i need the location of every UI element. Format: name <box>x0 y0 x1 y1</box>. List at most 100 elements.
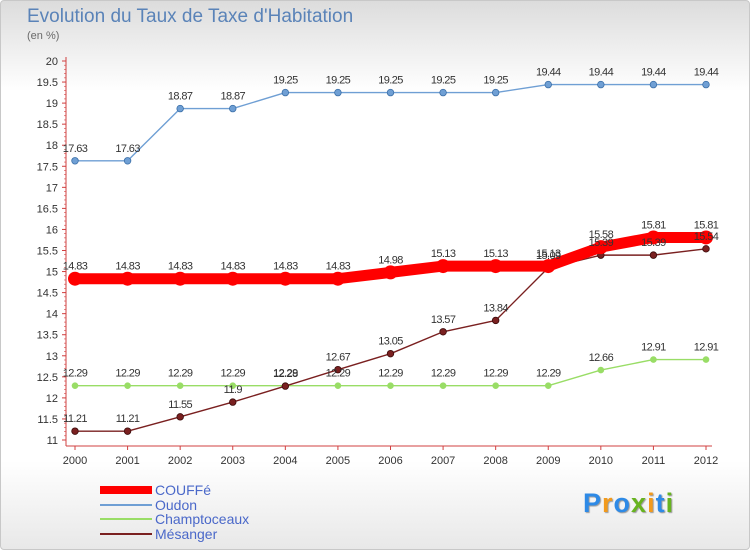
data-label: 14.83 <box>115 261 140 273</box>
data-label: 17.63 <box>63 143 88 155</box>
chart-unit-label: (en %) <box>27 30 60 42</box>
data-label: 18.87 <box>168 91 193 103</box>
y-tick-label: 12.5 <box>37 372 58 384</box>
data-label: 15.09 <box>536 250 561 262</box>
data-label: 19.25 <box>273 75 298 87</box>
proxiti-logo: Proxiti <box>583 488 674 519</box>
y-tick-label: 15 <box>46 267 58 279</box>
x-tick-label: 2008 <box>483 455 507 467</box>
data-point <box>229 382 237 389</box>
y-tick-label: 20 <box>46 56 58 68</box>
y-tick-label: 11 <box>47 435 58 447</box>
data-label: 19.25 <box>326 75 351 87</box>
data-point <box>702 80 710 89</box>
y-tick-label: 17.5 <box>37 161 58 173</box>
data-point <box>386 349 395 358</box>
data-label: 14.83 <box>273 261 298 273</box>
y-tick-label: 18 <box>46 140 58 152</box>
y-tick-label: 11.5 <box>37 414 58 426</box>
data-point <box>491 88 500 97</box>
data-label: 15.39 <box>641 237 666 249</box>
logo-letter: r <box>602 488 614 518</box>
data-label: 14.83 <box>220 261 245 273</box>
data-label: 11.21 <box>116 413 140 425</box>
x-tick-label: 2005 <box>326 455 350 467</box>
data-point <box>120 271 135 286</box>
data-point <box>71 427 79 435</box>
data-label: 14.83 <box>326 261 351 273</box>
data-label: 19.44 <box>536 67 561 79</box>
y-tick-label: 12 <box>46 393 58 405</box>
x-tick-label: 2011 <box>642 455 666 467</box>
data-label: 13.57 <box>431 314 456 326</box>
legend-label-mesanger: Mésanger <box>155 525 218 542</box>
legend-swatch-champtoceaux <box>100 518 152 520</box>
data-label: 15.81 <box>641 219 666 231</box>
data-point <box>281 88 290 97</box>
data-point <box>650 356 657 363</box>
data-label: 13.05 <box>378 336 403 348</box>
data-point <box>71 157 79 165</box>
logo-letter: o <box>613 488 632 518</box>
legend-label-champtoceaux: Champtoceaux <box>155 511 250 527</box>
y-tick-label: 16.5 <box>37 203 58 215</box>
data-label: 11.21 <box>63 413 87 425</box>
data-label: 12.29 <box>536 368 561 380</box>
data-label: 15.39 <box>589 237 614 249</box>
data-point <box>544 80 552 89</box>
data-label: 19.44 <box>589 67 614 79</box>
x-tick-label: 2003 <box>221 455 245 467</box>
data-point <box>702 356 710 363</box>
data-label: 12.91 <box>641 342 666 354</box>
data-point <box>593 240 608 255</box>
y-tick-label: 18.5 <box>37 119 58 131</box>
logo-letter: P <box>583 488 603 518</box>
data-point <box>334 88 342 97</box>
data-point <box>597 366 605 374</box>
data-label: 19.25 <box>378 75 403 87</box>
legend-swatch-couffe <box>100 486 152 494</box>
data-point <box>123 157 132 165</box>
x-tick-label: 2000 <box>63 455 87 467</box>
y-tick-label: 15.5 <box>37 246 58 258</box>
data-point <box>71 382 79 389</box>
data-label: 11.9 <box>224 384 243 396</box>
legend-label-couffe: COUFFé <box>155 482 211 498</box>
data-point <box>491 316 500 325</box>
data-label: 12.66 <box>589 352 614 364</box>
y-tick-label: 14 <box>46 309 58 321</box>
data-label: 12.67 <box>326 352 351 364</box>
data-point <box>439 328 447 336</box>
x-tick-label: 2002 <box>168 455 192 467</box>
data-point <box>597 80 605 89</box>
data-label: 14.83 <box>168 261 193 273</box>
data-label: 13.84 <box>483 302 508 314</box>
data-point <box>229 398 237 406</box>
x-tick-label: 2012 <box>694 455 718 467</box>
data-point <box>649 251 658 259</box>
chart-title: Evolution du Taux de Taxe d'Habitation <box>27 6 354 27</box>
data-label: 11.55 <box>168 399 192 411</box>
data-point <box>334 365 342 374</box>
data-label: 15.13 <box>483 248 508 260</box>
data-point <box>646 230 661 245</box>
data-point <box>702 245 710 253</box>
logo-letter: i <box>647 488 656 518</box>
y-tick-label: 19 <box>46 98 58 110</box>
data-label: 19.25 <box>483 75 508 87</box>
data-point <box>492 382 499 389</box>
logo-letter: t <box>655 488 666 518</box>
data-label: 12.29 <box>431 368 456 380</box>
y-tick-label: 16 <box>46 224 58 236</box>
data-point <box>488 259 503 274</box>
data-point <box>383 265 398 280</box>
y-tick-label: 13.5 <box>37 330 58 342</box>
data-point <box>176 104 184 113</box>
data-point <box>173 271 188 286</box>
data-point <box>176 413 184 421</box>
logo-letter: x <box>631 488 648 518</box>
data-label: 12.29 <box>326 368 351 380</box>
legend-swatch-mesanger <box>100 532 152 535</box>
y-tick-label: 13 <box>46 351 58 363</box>
x-tick-label: 2009 <box>536 455 560 467</box>
